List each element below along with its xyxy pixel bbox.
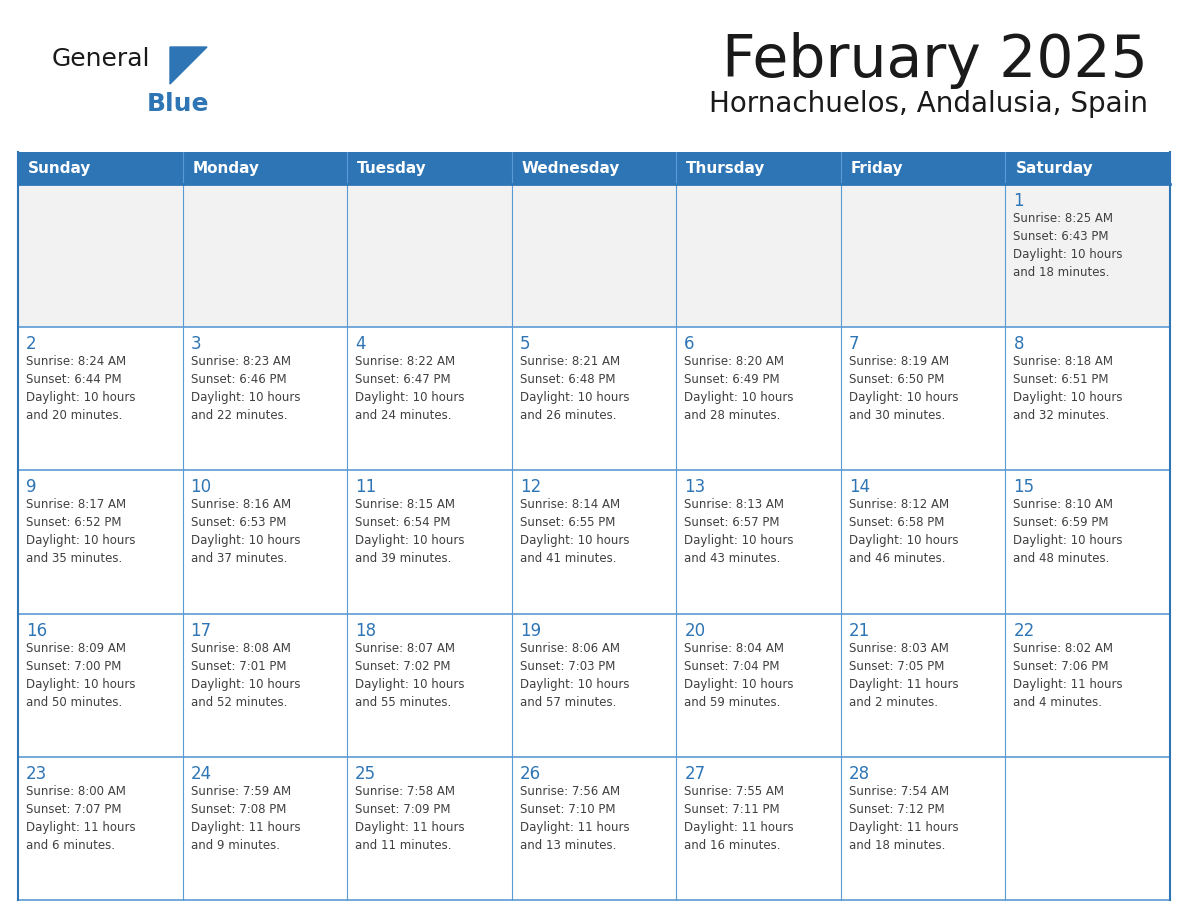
Text: Monday: Monday <box>192 161 259 175</box>
Text: Sunrise: 7:55 AM
Sunset: 7:11 PM
Daylight: 11 hours
and 16 minutes.: Sunrise: 7:55 AM Sunset: 7:11 PM Dayligh… <box>684 785 794 852</box>
Text: 5: 5 <box>519 335 530 353</box>
Text: Sunrise: 8:04 AM
Sunset: 7:04 PM
Daylight: 10 hours
and 59 minutes.: Sunrise: 8:04 AM Sunset: 7:04 PM Dayligh… <box>684 642 794 709</box>
Text: 15: 15 <box>1013 478 1035 497</box>
Text: Sunrise: 8:21 AM
Sunset: 6:48 PM
Daylight: 10 hours
and 26 minutes.: Sunrise: 8:21 AM Sunset: 6:48 PM Dayligh… <box>519 355 630 422</box>
Text: 1: 1 <box>1013 192 1024 210</box>
Bar <box>18 756 1170 900</box>
Text: Sunrise: 8:24 AM
Sunset: 6:44 PM
Daylight: 10 hours
and 20 minutes.: Sunrise: 8:24 AM Sunset: 6:44 PM Dayligh… <box>26 355 135 422</box>
Text: Sunday: Sunday <box>29 161 91 175</box>
Text: Sunrise: 8:16 AM
Sunset: 6:53 PM
Daylight: 10 hours
and 37 minutes.: Sunrise: 8:16 AM Sunset: 6:53 PM Dayligh… <box>190 498 301 565</box>
Bar <box>18 470 1170 613</box>
Text: 19: 19 <box>519 621 541 640</box>
Text: 2: 2 <box>26 335 37 353</box>
Text: Hornachuelos, Andalusia, Spain: Hornachuelos, Andalusia, Spain <box>709 90 1148 118</box>
Text: Sunrise: 8:15 AM
Sunset: 6:54 PM
Daylight: 10 hours
and 39 minutes.: Sunrise: 8:15 AM Sunset: 6:54 PM Dayligh… <box>355 498 465 565</box>
Text: 25: 25 <box>355 765 377 783</box>
Text: Wednesday: Wednesday <box>522 161 620 175</box>
Text: Sunrise: 8:09 AM
Sunset: 7:00 PM
Daylight: 10 hours
and 50 minutes.: Sunrise: 8:09 AM Sunset: 7:00 PM Dayligh… <box>26 642 135 709</box>
Text: 3: 3 <box>190 335 201 353</box>
Text: Sunrise: 8:08 AM
Sunset: 7:01 PM
Daylight: 10 hours
and 52 minutes.: Sunrise: 8:08 AM Sunset: 7:01 PM Dayligh… <box>190 642 301 709</box>
Text: Sunrise: 8:03 AM
Sunset: 7:05 PM
Daylight: 11 hours
and 2 minutes.: Sunrise: 8:03 AM Sunset: 7:05 PM Dayligh… <box>849 642 959 709</box>
Bar <box>18 184 1170 327</box>
Text: Sunrise: 7:58 AM
Sunset: 7:09 PM
Daylight: 11 hours
and 11 minutes.: Sunrise: 7:58 AM Sunset: 7:09 PM Dayligh… <box>355 785 465 852</box>
Text: Sunrise: 8:10 AM
Sunset: 6:59 PM
Daylight: 10 hours
and 48 minutes.: Sunrise: 8:10 AM Sunset: 6:59 PM Dayligh… <box>1013 498 1123 565</box>
Text: 26: 26 <box>519 765 541 783</box>
Text: 17: 17 <box>190 621 211 640</box>
Text: 23: 23 <box>26 765 48 783</box>
Text: Sunrise: 8:07 AM
Sunset: 7:02 PM
Daylight: 10 hours
and 55 minutes.: Sunrise: 8:07 AM Sunset: 7:02 PM Dayligh… <box>355 642 465 709</box>
Text: 11: 11 <box>355 478 377 497</box>
Text: 4: 4 <box>355 335 366 353</box>
Text: 13: 13 <box>684 478 706 497</box>
Text: Sunrise: 8:20 AM
Sunset: 6:49 PM
Daylight: 10 hours
and 28 minutes.: Sunrise: 8:20 AM Sunset: 6:49 PM Dayligh… <box>684 355 794 422</box>
Text: Sunrise: 7:59 AM
Sunset: 7:08 PM
Daylight: 11 hours
and 9 minutes.: Sunrise: 7:59 AM Sunset: 7:08 PM Dayligh… <box>190 785 301 852</box>
Text: Sunrise: 8:17 AM
Sunset: 6:52 PM
Daylight: 10 hours
and 35 minutes.: Sunrise: 8:17 AM Sunset: 6:52 PM Dayligh… <box>26 498 135 565</box>
Text: Sunrise: 8:02 AM
Sunset: 7:06 PM
Daylight: 11 hours
and 4 minutes.: Sunrise: 8:02 AM Sunset: 7:06 PM Dayligh… <box>1013 642 1123 709</box>
Text: Sunrise: 8:18 AM
Sunset: 6:51 PM
Daylight: 10 hours
and 32 minutes.: Sunrise: 8:18 AM Sunset: 6:51 PM Dayligh… <box>1013 355 1123 422</box>
Text: Sunrise: 8:12 AM
Sunset: 6:58 PM
Daylight: 10 hours
and 46 minutes.: Sunrise: 8:12 AM Sunset: 6:58 PM Dayligh… <box>849 498 959 565</box>
Text: 22: 22 <box>1013 621 1035 640</box>
Text: 9: 9 <box>26 478 37 497</box>
Polygon shape <box>170 47 207 84</box>
Text: Sunrise: 8:00 AM
Sunset: 7:07 PM
Daylight: 11 hours
and 6 minutes.: Sunrise: 8:00 AM Sunset: 7:07 PM Dayligh… <box>26 785 135 852</box>
Text: 21: 21 <box>849 621 870 640</box>
Text: 16: 16 <box>26 621 48 640</box>
Text: Sunrise: 8:13 AM
Sunset: 6:57 PM
Daylight: 10 hours
and 43 minutes.: Sunrise: 8:13 AM Sunset: 6:57 PM Dayligh… <box>684 498 794 565</box>
Text: 10: 10 <box>190 478 211 497</box>
Text: Blue: Blue <box>147 92 209 116</box>
Text: Sunrise: 8:22 AM
Sunset: 6:47 PM
Daylight: 10 hours
and 24 minutes.: Sunrise: 8:22 AM Sunset: 6:47 PM Dayligh… <box>355 355 465 422</box>
Text: 8: 8 <box>1013 335 1024 353</box>
Text: 27: 27 <box>684 765 706 783</box>
Text: General: General <box>52 47 151 71</box>
Bar <box>18 327 1170 470</box>
Bar <box>18 613 1170 756</box>
Text: 20: 20 <box>684 621 706 640</box>
Text: 28: 28 <box>849 765 870 783</box>
Text: 12: 12 <box>519 478 541 497</box>
Text: 14: 14 <box>849 478 870 497</box>
Text: Sunrise: 8:19 AM
Sunset: 6:50 PM
Daylight: 10 hours
and 30 minutes.: Sunrise: 8:19 AM Sunset: 6:50 PM Dayligh… <box>849 355 959 422</box>
Text: Friday: Friday <box>851 161 904 175</box>
Text: Sunrise: 8:06 AM
Sunset: 7:03 PM
Daylight: 10 hours
and 57 minutes.: Sunrise: 8:06 AM Sunset: 7:03 PM Dayligh… <box>519 642 630 709</box>
Text: 18: 18 <box>355 621 377 640</box>
Text: 24: 24 <box>190 765 211 783</box>
Text: February 2025: February 2025 <box>722 32 1148 89</box>
Bar <box>18 152 1170 184</box>
Text: Sunrise: 7:56 AM
Sunset: 7:10 PM
Daylight: 11 hours
and 13 minutes.: Sunrise: 7:56 AM Sunset: 7:10 PM Dayligh… <box>519 785 630 852</box>
Text: Sunrise: 8:23 AM
Sunset: 6:46 PM
Daylight: 10 hours
and 22 minutes.: Sunrise: 8:23 AM Sunset: 6:46 PM Dayligh… <box>190 355 301 422</box>
Text: 6: 6 <box>684 335 695 353</box>
Text: Tuesday: Tuesday <box>358 161 426 175</box>
Text: Thursday: Thursday <box>687 161 765 175</box>
Text: Sunrise: 8:14 AM
Sunset: 6:55 PM
Daylight: 10 hours
and 41 minutes.: Sunrise: 8:14 AM Sunset: 6:55 PM Dayligh… <box>519 498 630 565</box>
Text: Sunrise: 7:54 AM
Sunset: 7:12 PM
Daylight: 11 hours
and 18 minutes.: Sunrise: 7:54 AM Sunset: 7:12 PM Dayligh… <box>849 785 959 852</box>
Text: Sunrise: 8:25 AM
Sunset: 6:43 PM
Daylight: 10 hours
and 18 minutes.: Sunrise: 8:25 AM Sunset: 6:43 PM Dayligh… <box>1013 212 1123 279</box>
Text: 7: 7 <box>849 335 859 353</box>
Text: Saturday: Saturday <box>1016 161 1093 175</box>
